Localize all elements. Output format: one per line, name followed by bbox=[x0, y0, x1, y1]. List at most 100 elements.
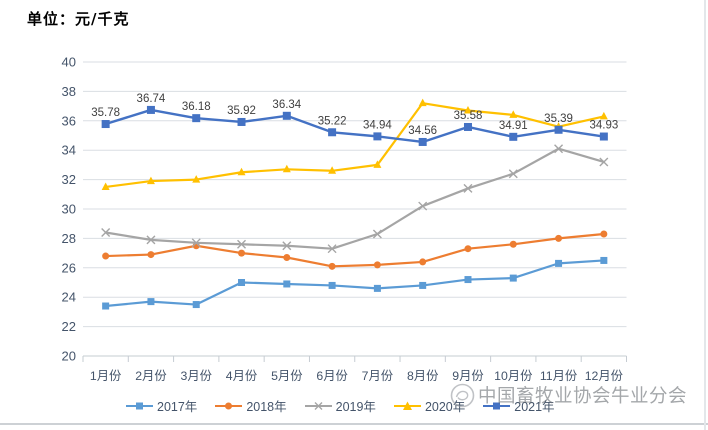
page-edge-line bbox=[704, 0, 706, 430]
marker-square bbox=[554, 125, 563, 134]
legend-label: 2021年 bbox=[514, 400, 555, 414]
x-axis-label: 2月份 bbox=[135, 369, 166, 383]
x-axis-label: 7月份 bbox=[362, 369, 393, 383]
data-label: 34.91 bbox=[499, 120, 528, 132]
series-line-2021年 bbox=[104, 108, 606, 144]
marker-circle bbox=[600, 230, 608, 238]
marker-circle bbox=[509, 240, 517, 248]
marker-triangle bbox=[282, 164, 291, 173]
marker-square bbox=[328, 281, 336, 289]
chart-legend: 2017年 2018年 2019年 2020年 2021年 bbox=[126, 396, 555, 415]
marker-x bbox=[327, 244, 337, 254]
chart-title: 单位：元/千克 bbox=[27, 10, 130, 28]
y-axis-label: 40 bbox=[62, 55, 76, 70]
marker-x bbox=[191, 238, 201, 248]
data-label: 35.78 bbox=[91, 107, 120, 119]
y-axis-label: 28 bbox=[62, 231, 76, 246]
marker-square bbox=[509, 274, 517, 282]
marker-triangle bbox=[101, 182, 110, 190]
marker-square bbox=[463, 122, 472, 131]
data-label: 35.92 bbox=[227, 105, 256, 117]
marker-square bbox=[192, 301, 200, 309]
series-line-2020年 bbox=[104, 102, 605, 189]
data-label: 36.18 bbox=[182, 101, 211, 113]
marker-square bbox=[102, 302, 110, 310]
marker-square bbox=[373, 284, 381, 292]
marker-square bbox=[419, 281, 427, 289]
y-axis-label: 36 bbox=[62, 113, 76, 128]
series-line-2019年 bbox=[104, 147, 605, 250]
marker-x bbox=[599, 157, 609, 167]
marker-circle bbox=[283, 254, 291, 262]
marker-x bbox=[508, 169, 518, 179]
x-axis-label: 11月份 bbox=[540, 369, 577, 383]
marker-triangle bbox=[463, 106, 472, 114]
marker-circle bbox=[555, 234, 563, 242]
bottom-divider bbox=[0, 423, 708, 425]
x-axis-label: 10月份 bbox=[494, 369, 532, 383]
legend-item-2020年: 2020年 bbox=[393, 396, 466, 415]
legend-label: 2019年 bbox=[335, 400, 376, 414]
marker-square bbox=[147, 298, 155, 306]
legend-item-2019年: 2019年 bbox=[304, 396, 376, 415]
marker-square bbox=[192, 114, 201, 123]
marker-circle bbox=[464, 245, 472, 253]
marker-x bbox=[418, 201, 428, 211]
marker-triangle bbox=[328, 166, 337, 174]
data-label: 34.93 bbox=[589, 120, 618, 132]
legend-item-2017年: 2017年 bbox=[126, 396, 197, 415]
marker-square bbox=[555, 259, 563, 267]
marker-x bbox=[282, 241, 292, 251]
x-axis-label: 6月份 bbox=[316, 369, 347, 383]
x-axis-label: 4月份 bbox=[226, 369, 257, 383]
legend-marker-icon bbox=[483, 402, 511, 409]
marker-square bbox=[146, 105, 155, 114]
y-axis-label: 30 bbox=[62, 202, 76, 217]
marker-triangle bbox=[192, 175, 201, 183]
marker-x bbox=[463, 183, 473, 193]
marker-square bbox=[600, 256, 608, 264]
marker-x bbox=[146, 235, 156, 245]
marker-triangle bbox=[373, 160, 382, 168]
marker-circle bbox=[373, 261, 381, 269]
marker-triangle bbox=[509, 110, 518, 118]
legend-label: 2018年 bbox=[246, 400, 287, 414]
y-axis-label: 22 bbox=[62, 319, 76, 334]
data-label: 36.74 bbox=[137, 93, 166, 105]
y-axis-label: 26 bbox=[62, 260, 76, 275]
marker-square bbox=[237, 117, 246, 126]
marker-circle bbox=[328, 262, 336, 270]
x-axis-label: 9月份 bbox=[452, 369, 483, 383]
x-axis-label: 8月份 bbox=[407, 369, 438, 383]
marker-circle bbox=[238, 249, 246, 257]
marker-x bbox=[372, 229, 382, 239]
marker-square bbox=[464, 276, 472, 284]
marker-square bbox=[328, 128, 337, 137]
marker-square bbox=[283, 280, 291, 288]
marker-square bbox=[282, 111, 291, 120]
x-axis-label: 3月份 bbox=[181, 369, 212, 383]
marker-circle bbox=[147, 251, 155, 259]
marker-x bbox=[554, 144, 564, 154]
y-axis-label: 38 bbox=[62, 84, 76, 99]
legend-item-2021年: 2021年 bbox=[483, 396, 555, 415]
marker-square bbox=[509, 132, 518, 141]
marker-square bbox=[238, 279, 246, 286]
marker-triangle bbox=[146, 176, 155, 185]
y-axis-label: 20 bbox=[62, 349, 76, 364]
marker-square bbox=[599, 132, 608, 141]
x-axis-label: 12月份 bbox=[585, 369, 623, 383]
marker-triangle bbox=[237, 167, 246, 176]
line-chart: 20 22 24 26 28 30 32 34 36 38 40 1月份 2月份 3月份 4月份 5月份 6月份… bbox=[62, 55, 627, 383]
y-axis-label: 24 bbox=[62, 290, 76, 305]
legend-label: 2020年 bbox=[424, 400, 466, 414]
marker-square bbox=[101, 120, 110, 129]
series-line-2017年 bbox=[104, 259, 605, 308]
data-label: 35.22 bbox=[318, 115, 347, 127]
marker-triangle bbox=[418, 98, 427, 107]
legend-marker-icon bbox=[126, 402, 153, 409]
marker-circle bbox=[102, 252, 110, 260]
legend-item-2018年: 2018年 bbox=[215, 396, 287, 415]
marker-circle bbox=[419, 258, 427, 266]
